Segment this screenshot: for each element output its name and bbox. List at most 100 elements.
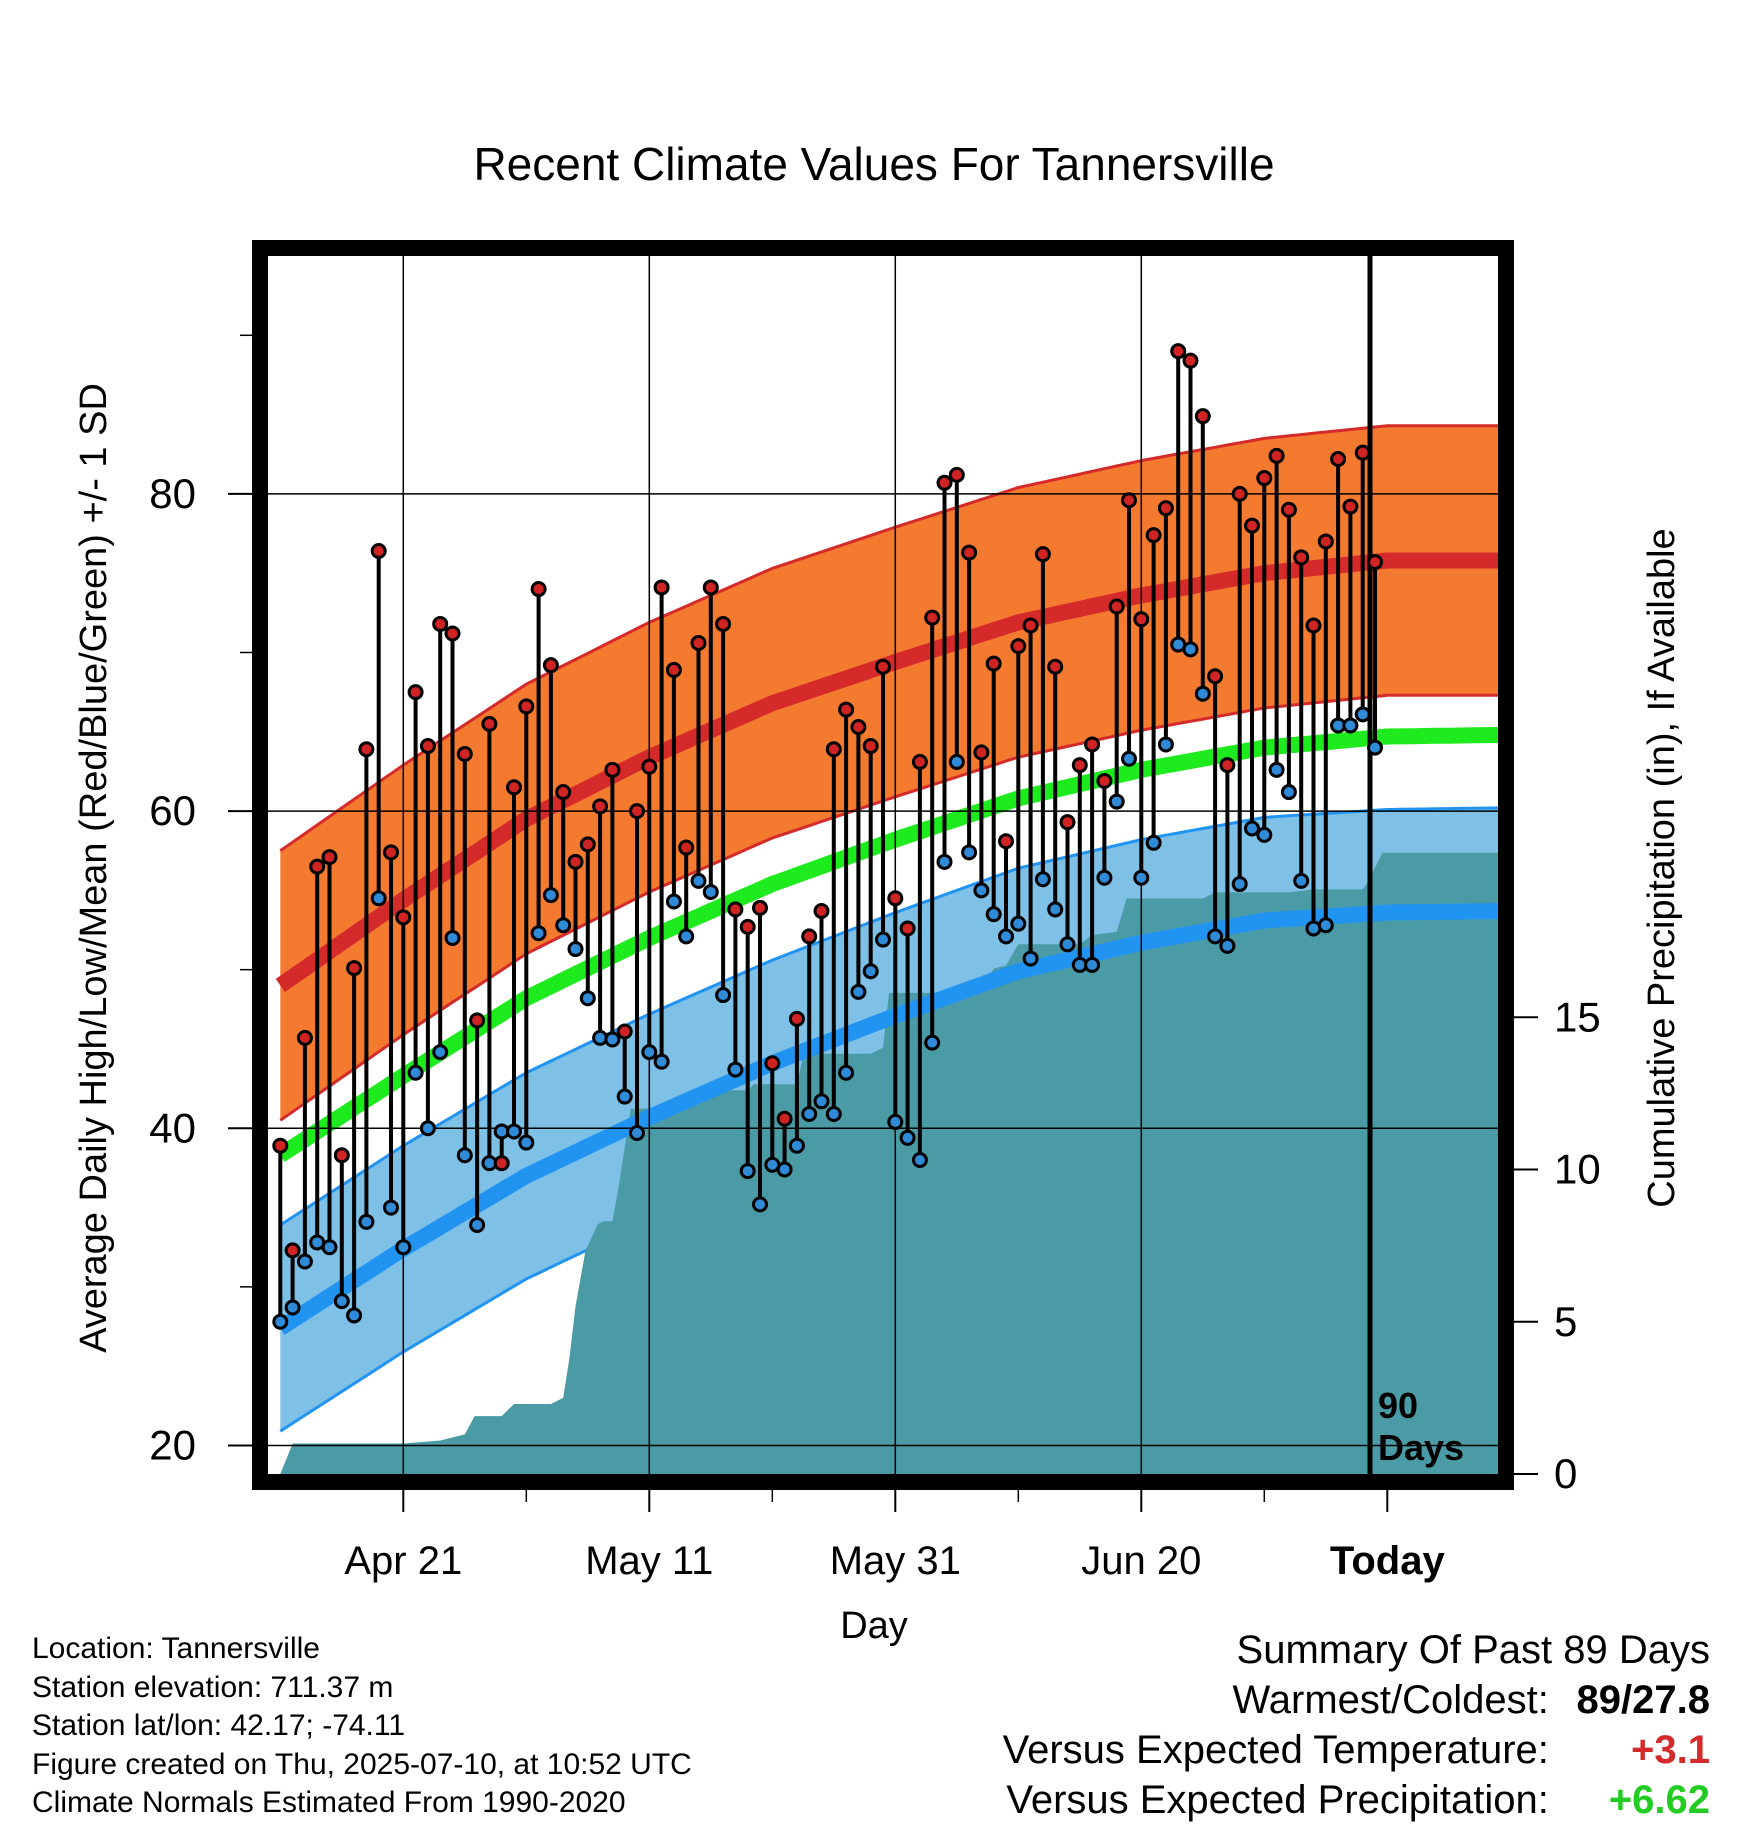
daily-high-point [813,902,830,919]
daily-low-point [1022,950,1039,967]
daily-high-point [1207,668,1224,685]
y2-tick-label: 15 [1554,993,1601,1040]
daily-low-point [370,890,387,907]
precip-label: Versus Expected Precipitation: [1006,1778,1549,1822]
summary-precip: Versus Expected Precipitation: +6.62 [1003,1775,1710,1825]
x-tick-label: Apr 21 [344,1539,462,1583]
temp-label: Versus Expected Temperature: [1002,1728,1549,1772]
daily-low-point [665,893,682,910]
daily-high-point [1219,757,1236,774]
daily-low-point [579,990,596,1007]
station-info: Location: Tannersville Station elevation… [32,1630,692,1823]
daily-high-point [493,1155,510,1172]
x-axis-label: Day [840,1605,908,1647]
daily-high-point [1047,658,1064,675]
daily-high-point [616,1023,633,1040]
daily-low-point [875,931,891,948]
daily-high-point [887,890,904,907]
daily-low-point [936,853,953,870]
daily-high-point [444,625,461,642]
daily-low-point [825,1105,842,1122]
daily-high-point [838,701,855,718]
daily-low-point [1084,956,1101,973]
daily-low-point [690,872,707,889]
daily-low-point [383,1199,399,1216]
daily-high-point [653,579,670,596]
daily-low-point [985,906,1002,923]
daily-high-point [1096,772,1113,789]
daily-low-point [1194,685,1211,702]
daily-low-point [1133,869,1150,886]
daily-low-point [444,929,461,946]
daily-high-point [407,684,424,701]
daily-high-point [530,581,547,598]
daily-high-point [1145,527,1162,544]
daily-high-point [862,738,879,755]
daily-high-point [1194,408,1211,425]
y-tick-label: 20 [149,1421,196,1468]
today-label: 90 Days [1378,1385,1464,1468]
daily-high-point [1059,814,1076,831]
daily-high-point [358,741,375,758]
daily-high-point [309,858,326,875]
daily-low-point [801,1105,818,1122]
daily-high-point [739,918,756,935]
daily-low-point [641,1044,658,1061]
normals-text: Climate Normals Estimated From 1990-2020 [32,1786,626,1819]
y-tick-label: 60 [149,787,196,834]
elevation-text: Station elevation: 711.37 m [32,1670,394,1704]
daily-high-point [1170,343,1187,360]
low-band-upper-edge [279,806,1498,1227]
daily-low-point [629,1125,645,1142]
daily-low-point [838,1064,855,1081]
daily-high-point [678,839,695,856]
daily-low-point [542,887,559,904]
daily-high-point [850,719,867,736]
daily-low-point [961,844,978,861]
daily-high-point [432,615,449,632]
daily-low-point [456,1147,473,1164]
daily-low-point [296,1253,313,1270]
daily-low-point [739,1163,756,1180]
daily-high-point [383,844,399,861]
daily-high-point [346,960,363,977]
daily-low-point [419,1120,436,1137]
daily-low-point [1059,936,1076,953]
daily-low-point [272,1313,289,1330]
daily-high-point [1022,617,1039,634]
daily-high-point [1305,617,1322,634]
daily-high-point [1010,638,1027,655]
daily-low-point [604,1031,621,1048]
daily-low-point [1047,901,1064,918]
summary-title: Summary Of Past 89 Days [1236,1628,1710,1672]
daily-low-point [333,1293,350,1310]
daily-high-point [998,833,1014,850]
daily-low-point [924,1034,941,1051]
daily-high-point [272,1137,289,1154]
x-tick-label: May 11 [585,1539,713,1583]
precip-value: +6.62 [1608,1778,1710,1822]
daily-high-point [764,1055,781,1072]
daily-high-point [284,1242,301,1259]
daily-high-point [555,784,572,801]
daily-high-point [1182,352,1199,369]
daily-low-point [715,987,732,1004]
daily-low-point [862,963,879,980]
daily-low-point [1219,937,1236,954]
y2-tick-label: 0 [1554,1450,1577,1497]
daily-low-point [469,1217,486,1234]
daily-low-point [321,1239,338,1256]
daily-high-point [1256,470,1273,487]
observations [272,343,1383,1330]
y2-tick-label: 10 [1554,1146,1601,1193]
summary-panel: Summary Of Past 89 Days Warmest/Coldest:… [1003,1625,1710,1825]
daily-high-point [911,753,928,770]
daily-high-point [1342,498,1359,515]
daily-low-point [1231,876,1248,893]
daily-low-point [284,1299,301,1316]
daily-low-point [358,1213,375,1230]
daily-high-point [1133,611,1150,628]
daily-low-point [1354,706,1371,723]
daily-high-point [1231,485,1248,502]
